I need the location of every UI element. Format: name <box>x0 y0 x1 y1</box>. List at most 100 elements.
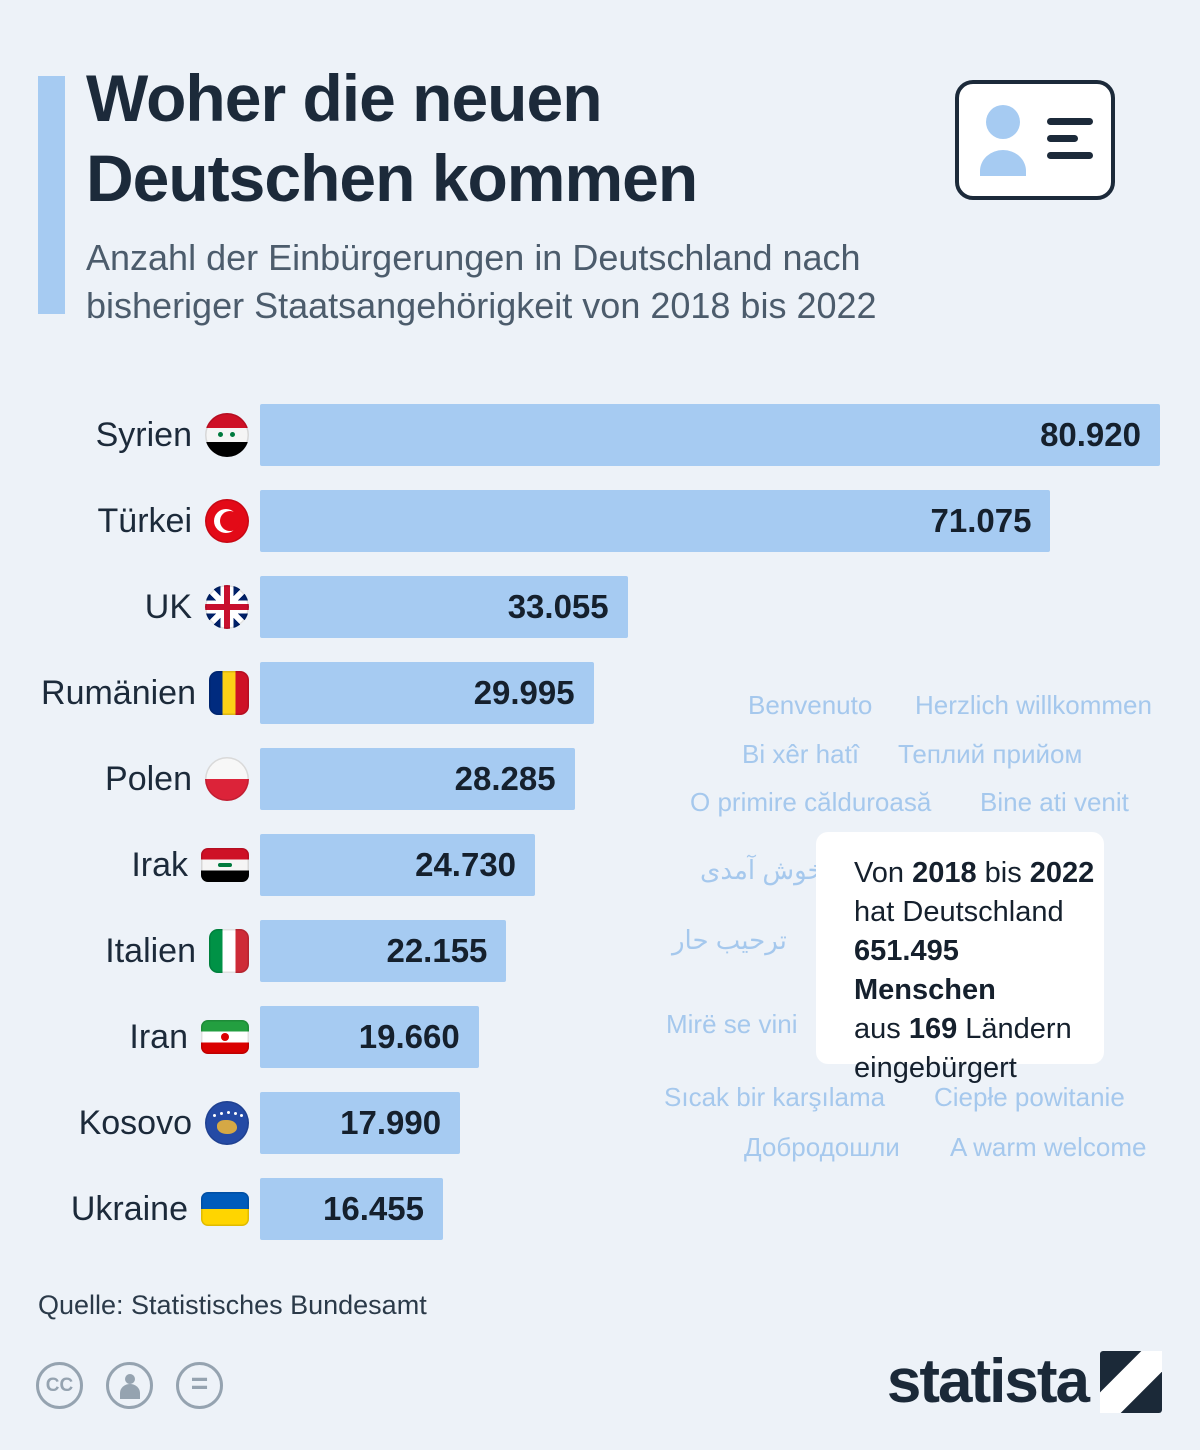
country-name: Italien <box>105 931 196 970</box>
country-name: Syrien <box>95 415 192 454</box>
country-label: Ukraine <box>0 1190 260 1229</box>
page-title-line: Deutschen kommen <box>86 141 698 215</box>
chart-row: Ukraine 16.455 <box>0 1178 1160 1240</box>
bar-track: 24.730 <box>260 834 1160 896</box>
welcome-word: Добродошли <box>744 1132 900 1162</box>
bar-value: 28.285 <box>454 760 556 797</box>
chart-row: Irak 24.730 <box>0 834 1160 896</box>
chart-row: Italien 22.155 <box>0 920 1160 982</box>
info-card-line: aus 169 Ländern <box>854 1013 1072 1045</box>
chart-row: Polen 28.285 <box>0 748 1160 810</box>
romania-flag-icon <box>209 671 249 715</box>
country-name: Kosovo <box>78 1103 192 1142</box>
welcome-word: A warm welcome <box>950 1132 1147 1162</box>
id-card-icon <box>955 80 1115 200</box>
page-subtitle-line: Anzahl der Einbürgerungen in Deutschland… <box>86 237 861 278</box>
source-note: Quelle: Statistisches Bundesamt <box>38 1290 427 1320</box>
chart-row: Kosovo 17.990 <box>0 1092 1160 1154</box>
bar: 71.075 <box>260 490 1051 552</box>
header: Woher die neuen Deutschen kommen Anzahl … <box>86 58 877 330</box>
bar: 17.990 <box>260 1092 461 1154</box>
ukraine-flag-icon <box>201 1192 249 1226</box>
bar-value: 16.455 <box>323 1190 424 1227</box>
syria-flag-icon <box>205 413 249 457</box>
country-label: Iran <box>0 1018 260 1057</box>
country-name: Ukraine <box>70 1189 188 1228</box>
uk-flag-icon <box>205 585 249 629</box>
bar-value: 80.920 <box>1040 416 1141 453</box>
statista-logo-mark <box>1100 1350 1162 1413</box>
info-card-line: Von 2018 bis 2022 <box>854 857 1095 889</box>
bar: 22.155 <box>260 920 507 982</box>
country-name: Rumänien <box>41 673 196 712</box>
page-title: Woher die neuen Deutschen kommen <box>86 58 877 218</box>
chart-row: UK 33.055 <box>0 576 1160 638</box>
bar-track: 29.995 <box>260 662 1160 724</box>
bar-value: 24.730 <box>415 846 517 883</box>
country-label: Kosovo <box>0 1101 260 1145</box>
title-accent-bar <box>38 76 65 314</box>
page-subtitle: Anzahl der Einbürgerungen in Deutschland… <box>86 234 877 330</box>
country-name: UK <box>144 587 192 626</box>
iran-flag-icon <box>201 1020 249 1054</box>
info-card-line: hat Deutschland <box>854 896 1064 928</box>
cc-icon: CC <box>36 1362 83 1409</box>
bar-track: 33.055 <box>260 576 1160 638</box>
welcome-word: Bi xêr hatî <box>742 739 860 769</box>
info-card-line: eingebürgert <box>854 1052 1017 1084</box>
page-title-line: Woher die neuen <box>86 61 603 135</box>
welcome-word: خوش آمدی <box>700 855 824 885</box>
page-subtitle-line: bisheriger Staatsangehörigkeit von 2018 … <box>86 285 877 326</box>
welcome-word: Mirë se vini <box>666 1009 798 1039</box>
italy-flag-icon <box>209 929 249 973</box>
bar: 33.055 <box>260 576 628 638</box>
poland-flag-icon <box>205 757 249 801</box>
country-label: Italien <box>0 929 260 973</box>
bar-chart: Syrien 80.920 Türkei 71.075 UK 33.055 Rumänien… <box>0 404 1160 1264</box>
welcome-word: Herzlich willkommen <box>915 690 1152 720</box>
no-derivatives-icon: = <box>176 1362 223 1409</box>
attribution-person-icon <box>106 1362 153 1409</box>
bar-track: 28.285 <box>260 748 1160 810</box>
country-label: Polen <box>0 757 260 801</box>
iraq-flag-icon <box>201 848 249 882</box>
country-label: Türkei <box>0 499 260 543</box>
bar-value: 19.660 <box>358 1018 460 1055</box>
bar: 28.285 <box>260 748 575 810</box>
bar-value: 17.990 <box>340 1104 442 1141</box>
id-card-icon-graphic <box>980 105 1093 176</box>
info-card-line: 651.495 Menschen <box>854 935 996 1006</box>
bar: 19.660 <box>260 1006 479 1068</box>
welcome-word: O primire călduroasă <box>690 787 932 817</box>
country-name: Irak <box>131 845 188 884</box>
bar-track: 22.155 <box>260 920 1160 982</box>
chart-row: Syrien 80.920 <box>0 404 1160 466</box>
country-name: Türkei <box>97 501 192 540</box>
country-name: Iran <box>129 1017 188 1056</box>
license-badges: CC = <box>36 1362 223 1409</box>
welcome-word: ترحيب حار <box>672 925 787 955</box>
bar-value: 33.055 <box>507 588 609 625</box>
bar-value: 71.075 <box>930 502 1032 539</box>
chart-row: Iran 19.660 <box>0 1006 1160 1068</box>
bar-track: 16.455 <box>260 1178 1160 1240</box>
bar-value: 22.155 <box>386 932 488 969</box>
bar: 29.995 <box>260 662 594 724</box>
welcome-word: Sıcak bir karşılama <box>664 1082 886 1112</box>
welcome-word: Ciepłe powitanie <box>934 1082 1125 1112</box>
info-card-text: Von 2018 bis 2022 hat Deutschland 651.495 … <box>854 854 1104 1088</box>
bar-value: 29.995 <box>473 674 575 711</box>
country-name: Polen <box>105 759 192 798</box>
turkey-flag-icon <box>205 499 249 543</box>
country-label: Syrien <box>0 413 260 457</box>
bar-track: 80.920 <box>260 404 1160 466</box>
country-label: UK <box>0 585 260 629</box>
country-label: Irak <box>0 846 260 885</box>
bar: 80.920 <box>260 404 1160 466</box>
kosovo-flag-icon <box>205 1101 249 1145</box>
attribution-person-glyph <box>119 1373 140 1399</box>
bar: 16.455 <box>260 1178 443 1240</box>
info-card: Von 2018 bis 2022 hat Deutschland 651.495 … <box>816 832 1104 1084</box>
